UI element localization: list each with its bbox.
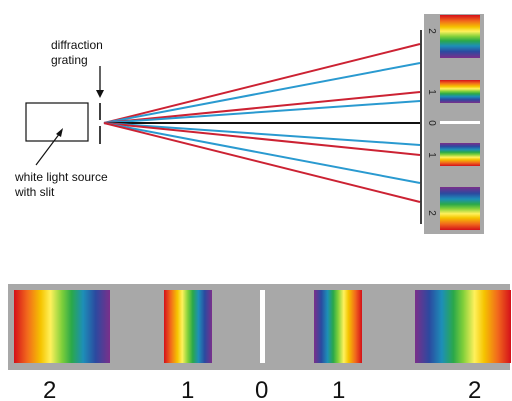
source-label-line2: with slit	[14, 185, 55, 199]
source-label-line1: white light source	[14, 170, 108, 184]
bottom-spectrum-order1-right	[314, 290, 362, 363]
blue-ray-order2-bottom	[103, 122, 421, 184]
top-order-label: 2	[426, 28, 437, 34]
bottom-order-label: 1	[332, 377, 345, 401]
blue-ray-order1-top	[103, 100, 421, 124]
bottom-order-label: 2	[468, 377, 481, 401]
red-ray-order1-bottom	[103, 122, 421, 156]
top-spectrum-order1-upper	[440, 80, 480, 103]
top-order-label: 2	[426, 210, 437, 216]
bottom-spectrum-order2-right	[415, 290, 511, 363]
bottom-order-label: 2	[43, 377, 56, 401]
top-order-label: 1	[426, 89, 437, 95]
red-ray-order1-top	[103, 91, 421, 124]
grating-arrow-head	[96, 90, 104, 98]
bottom-spectrum-order1-left	[164, 290, 212, 363]
top-spectrum-order2-lower	[440, 187, 480, 230]
top-order-label: 1	[426, 152, 437, 158]
red-ray-order2-bottom	[103, 122, 421, 203]
blue-ray-order2-top	[103, 62, 421, 124]
blue-ray-order1-bottom	[103, 122, 421, 146]
light-source-box	[25, 102, 89, 142]
source-label-arrow-head	[56, 128, 63, 137]
source-label-arrow-line	[35, 132, 61, 166]
rays	[103, 43, 421, 203]
grating-label-line1: diffraction	[51, 38, 103, 52]
bottom-order-label: 1	[181, 377, 194, 401]
bottom-spectrum-order2-left	[14, 290, 110, 363]
bottom-zero-order-line	[260, 290, 265, 363]
bottom-order-label: 0	[255, 377, 268, 401]
top-order-label: 0	[426, 120, 437, 126]
grating-label-line2: grating	[51, 53, 88, 67]
top-zero-order-line	[440, 121, 480, 124]
red-ray-order2-top	[103, 43, 421, 124]
top-spectrum-order2-upper	[440, 15, 480, 58]
top-spectrum-order1-lower	[440, 143, 480, 166]
